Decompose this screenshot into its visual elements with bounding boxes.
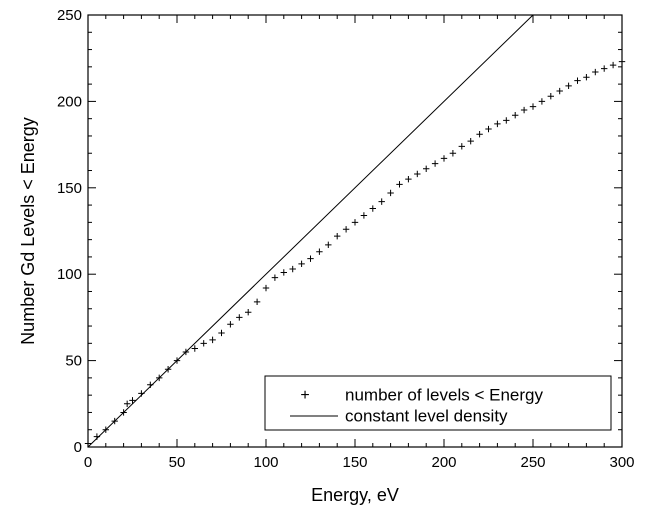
level-point [182, 348, 190, 356]
level-point [307, 255, 314, 262]
level-point [351, 219, 359, 226]
y-tick-label: 150 [57, 180, 82, 197]
level-point [156, 374, 163, 382]
level-point [93, 433, 101, 440]
level-point [209, 336, 216, 344]
legend: + number of levels < Energy constant lev… [264, 375, 612, 431]
y-tick-label: 0 [74, 439, 82, 456]
level-point [405, 175, 412, 183]
x-tick-label: 50 [169, 454, 186, 471]
level-point [378, 198, 385, 205]
level-point [414, 170, 421, 178]
level-point [574, 77, 581, 84]
level-point [476, 131, 483, 138]
level-point [494, 120, 501, 128]
level-point [467, 137, 474, 145]
level-point [218, 329, 225, 337]
level-point [601, 65, 608, 72]
x-tick-label: 300 [609, 454, 634, 471]
level-point [325, 241, 332, 249]
level-point [440, 155, 448, 162]
level-point [360, 212, 368, 219]
series-constant-level-density [87, 14, 534, 448]
level-point [387, 189, 394, 197]
series-number-of-levels [84, 58, 626, 447]
level-point [458, 143, 465, 150]
level-point [253, 298, 261, 306]
x-tick-label: 250 [520, 454, 545, 471]
level-point [485, 125, 492, 133]
legend-label-levels: number of levels < Energy [345, 385, 543, 404]
level-point [618, 58, 626, 65]
level-point [334, 232, 341, 240]
level-point [123, 400, 131, 407]
level-point [280, 269, 287, 276]
level-point [342, 226, 350, 233]
level-point [200, 340, 207, 347]
level-point [396, 181, 403, 188]
level-point [164, 366, 172, 373]
y-tick-label: 100 [57, 266, 82, 283]
level-point [423, 165, 430, 172]
x-tick-label: 150 [342, 454, 367, 471]
level-point [316, 248, 323, 255]
legend-label-density: constant level density [345, 406, 508, 425]
y-tick-label: 50 [65, 353, 82, 370]
level-point [512, 112, 519, 119]
x-tick-label: 200 [431, 454, 456, 471]
legend-marker-cross: + [300, 387, 309, 404]
x-tick-label: 0 [84, 454, 92, 471]
level-point [227, 321, 234, 328]
level-point [84, 440, 92, 447]
level-point [556, 87, 563, 95]
y-axis-ticks: 0 50 100 150 200 250 [57, 7, 622, 456]
level-point [289, 265, 296, 273]
level-point [271, 274, 279, 281]
level-point [529, 103, 537, 110]
legend-box [264, 375, 612, 431]
level-point [120, 409, 127, 416]
level-point [191, 345, 198, 352]
level-point [147, 381, 154, 388]
level-point [369, 205, 376, 212]
level-point [503, 117, 510, 124]
y-tick-label: 200 [57, 93, 82, 110]
level-point [138, 390, 145, 397]
level-point [520, 106, 528, 114]
level-point [245, 309, 252, 316]
x-tick-label: 100 [253, 454, 278, 471]
level-point [236, 314, 243, 321]
y-tick-label: 250 [57, 7, 82, 24]
level-point [298, 260, 305, 268]
y-axis-label: Number Gd Levels < Energy [18, 117, 38, 345]
level-point [111, 417, 118, 425]
level-point [102, 426, 109, 433]
level-point [449, 150, 457, 157]
x-axis-ticks: 0 50 100 150 200 250 300 [84, 15, 635, 471]
level-point [609, 61, 617, 69]
level-point [538, 98, 546, 105]
level-point [565, 82, 572, 90]
level-point [262, 284, 270, 292]
level-point [129, 397, 136, 404]
x-axis-label: Energy, eV [311, 485, 399, 505]
level-point [592, 68, 599, 76]
level-point [547, 93, 554, 100]
level-point [173, 357, 181, 364]
level-point [431, 160, 439, 167]
level-point [583, 74, 590, 81]
constant-level-density-line [87, 14, 534, 448]
